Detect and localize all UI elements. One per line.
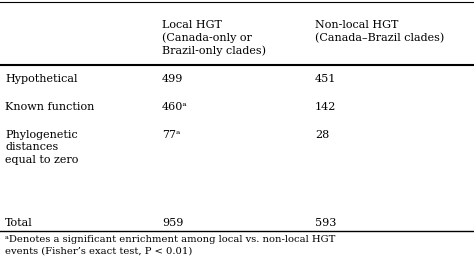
Text: Known function: Known function [5,102,94,112]
Text: 460ᵃ: 460ᵃ [162,102,188,112]
Text: 142: 142 [315,102,337,112]
Text: Phylogenetic
distances
equal to zero: Phylogenetic distances equal to zero [5,130,78,165]
Text: 451: 451 [315,74,337,84]
Text: Hypothetical: Hypothetical [5,74,78,84]
Text: Non-local HGT
(Canada–Brazil clades): Non-local HGT (Canada–Brazil clades) [315,20,444,43]
Text: 77ᵃ: 77ᵃ [162,130,181,140]
Text: 499: 499 [162,74,183,84]
Text: 959: 959 [162,218,183,228]
Text: Local HGT
(Canada-only or
Brazil-only clades): Local HGT (Canada-only or Brazil-only cl… [162,20,266,56]
Text: Total: Total [5,218,33,228]
Text: 593: 593 [315,218,337,228]
Text: 28: 28 [315,130,329,140]
Text: ᵃDenotes a significant enrichment among local vs. non-local HGT
events (Fisher’s: ᵃDenotes a significant enrichment among … [5,235,336,255]
